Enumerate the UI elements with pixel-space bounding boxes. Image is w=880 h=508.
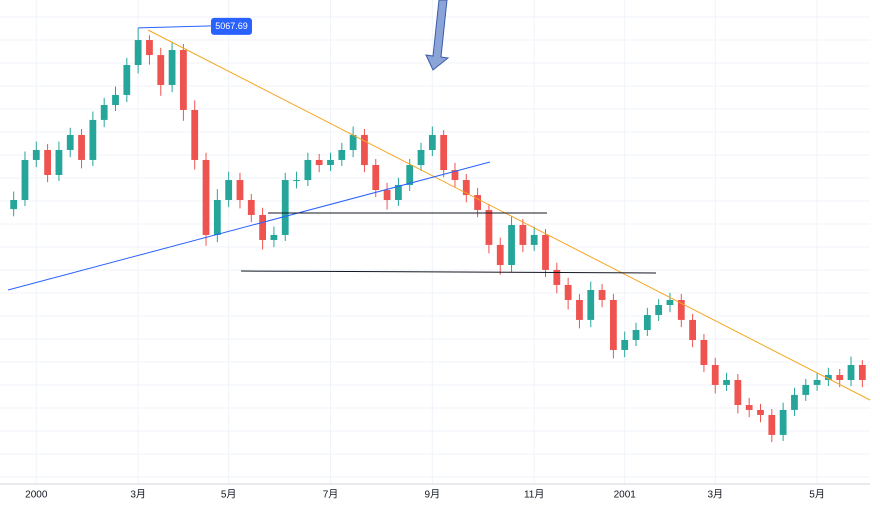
candle-body	[259, 215, 266, 240]
candle-body	[802, 384, 810, 395]
x-tick-label: 5月	[221, 489, 237, 501]
candle-body	[66, 134, 74, 150]
candle-body	[372, 165, 380, 191]
candle-body	[146, 40, 153, 56]
x-tick-label: 2000	[25, 490, 48, 501]
candle-body	[757, 409, 764, 415]
horizontal-line	[240, 270, 657, 274]
candle-body	[236, 180, 244, 200]
candle-body	[349, 134, 357, 150]
candle-body	[519, 224, 527, 245]
x-tick-label: 2001	[614, 490, 637, 501]
label-connector	[138, 25, 213, 29]
candle-body	[723, 380, 730, 385]
horizontal-grid	[0, 16, 870, 478]
candle-body	[157, 55, 165, 85]
candle-body	[361, 134, 368, 166]
candle-body	[587, 289, 595, 320]
x-tick-label: 3月	[130, 489, 146, 501]
x-tick-label: 9月	[425, 489, 441, 501]
trend-line	[147, 29, 871, 401]
candle-body	[542, 234, 549, 270]
candle-body	[655, 305, 663, 315]
candle-body	[677, 299, 685, 320]
candle-body	[21, 159, 29, 200]
candle-body	[858, 364, 866, 381]
candle-body	[78, 134, 85, 160]
candle-body	[281, 180, 289, 235]
candle-body	[338, 149, 346, 160]
candle-body	[643, 314, 651, 331]
candle-body	[168, 49, 176, 85]
candle-body	[10, 199, 18, 210]
candle-body	[395, 184, 402, 200]
x-tick-label: 7月	[323, 489, 339, 501]
candle-body	[847, 364, 855, 381]
candle-body	[327, 159, 334, 166]
candle-body	[225, 180, 233, 200]
candle-body	[564, 284, 572, 300]
candle-body	[213, 199, 221, 235]
candle-body	[180, 49, 187, 110]
candle-body	[496, 244, 504, 265]
candle-body	[55, 149, 63, 175]
candle-body	[791, 394, 798, 410]
candle-body	[44, 149, 51, 175]
candle-body	[383, 190, 391, 200]
candle-body	[745, 405, 753, 410]
candle-body	[700, 339, 708, 365]
price-label: 5067.69	[215, 21, 248, 31]
candle-body	[836, 374, 844, 381]
candle-body	[610, 299, 617, 350]
candle-body	[632, 330, 640, 340]
candle-body	[530, 234, 538, 245]
candle-body	[553, 269, 561, 285]
x-tick-label: 3月	[707, 489, 723, 501]
candle-body	[598, 289, 606, 300]
candle-body	[406, 165, 414, 185]
candle-body	[270, 234, 278, 240]
candle-body	[813, 380, 821, 385]
candle-body	[417, 149, 425, 166]
candle-body	[315, 159, 323, 166]
candle-body	[576, 299, 583, 320]
candle-body	[89, 119, 97, 160]
candle-body	[689, 319, 696, 340]
arrow	[425, 0, 450, 71]
x-tick-label: 11月	[524, 489, 544, 501]
candle-body	[247, 199, 255, 216]
candle-body	[666, 299, 674, 306]
candle-body	[734, 380, 742, 406]
trend-line	[7, 161, 491, 291]
candle-body	[134, 40, 142, 66]
candle-body	[711, 364, 719, 385]
candle-body	[825, 374, 832, 381]
candle-body	[485, 209, 493, 245]
candle-body	[768, 414, 776, 435]
candle-body	[293, 180, 300, 182]
candle-body	[779, 409, 787, 435]
candle-body	[100, 105, 108, 120]
candle-body	[112, 94, 119, 106]
candle-body	[462, 180, 470, 196]
candle-body	[202, 159, 210, 235]
candle-body	[304, 159, 312, 181]
candle-body	[440, 134, 448, 171]
candle-body	[32, 149, 40, 160]
candle-body	[621, 339, 629, 350]
candle-body	[123, 65, 131, 95]
candle-body	[191, 109, 199, 160]
candle-body	[428, 134, 436, 150]
candle-body	[451, 170, 459, 181]
candle-body	[508, 224, 515, 265]
x-tick-label: 5月	[809, 489, 825, 501]
price-label-box	[211, 17, 252, 35]
candle-body	[474, 195, 481, 210]
